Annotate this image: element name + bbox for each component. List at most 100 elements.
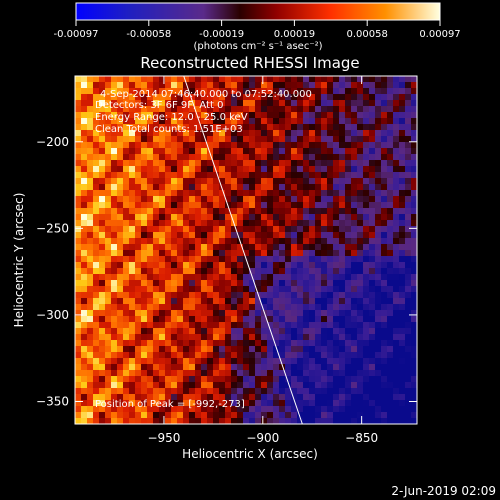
- peak-position-label: Position of Peak = [-992,-273]: [95, 399, 245, 410]
- heatmap-cell: [387, 400, 393, 406]
- heatmap-cell: [363, 274, 369, 280]
- heatmap-cell: [267, 256, 273, 262]
- heatmap-cell: [303, 196, 309, 202]
- heatmap-cell: [297, 238, 303, 244]
- heatmap-cell: [333, 178, 339, 184]
- heatmap-cell: [255, 226, 261, 232]
- heatmap-cell: [387, 94, 393, 100]
- heatmap-cell: [177, 178, 183, 184]
- heatmap-cell: [255, 208, 261, 214]
- heatmap-cell: [93, 244, 99, 250]
- heatmap-cell: [153, 406, 159, 412]
- heatmap-cell: [321, 250, 327, 256]
- heatmap-cell: [117, 160, 123, 166]
- heatmap-cell: [273, 310, 279, 316]
- heatmap-cell: [99, 94, 105, 100]
- heatmap-cell: [147, 208, 153, 214]
- heatmap-cell: [345, 262, 351, 268]
- heatmap-cell: [237, 340, 243, 346]
- heatmap-cell: [327, 112, 333, 118]
- heatmap-cell: [177, 220, 183, 226]
- heatmap-cell: [267, 142, 273, 148]
- heatmap-cell: [219, 100, 225, 106]
- heatmap-cell: [279, 382, 285, 388]
- heatmap-cell: [177, 412, 183, 418]
- heatmap-cell: [123, 256, 129, 262]
- heatmap-cell: [339, 88, 345, 94]
- heatmap-cell: [81, 160, 87, 166]
- heatmap-cell: [357, 88, 363, 94]
- heatmap-cell: [81, 184, 87, 190]
- heatmap-cell: [117, 268, 123, 274]
- heatmap-cell: [375, 280, 381, 286]
- plot-frame: [74, 75, 418, 425]
- heatmap-cell: [129, 388, 135, 394]
- heatmap-cell: [213, 94, 219, 100]
- heatmap-cell: [255, 322, 261, 328]
- heatmap-cell: [375, 232, 381, 238]
- heatmap-cell: [129, 310, 135, 316]
- heatmap-cell: [207, 100, 213, 106]
- heatmap-cell: [123, 220, 129, 226]
- heatmap-cell: [87, 172, 93, 178]
- heatmap-cell: [357, 166, 363, 172]
- heatmap-cell: [165, 256, 171, 262]
- heatmap-cell: [369, 274, 375, 280]
- heatmap-cell: [213, 208, 219, 214]
- heatmap-cell: [207, 136, 213, 142]
- heatmap-cell: [279, 88, 285, 94]
- heatmap-cell: [339, 118, 345, 124]
- heatmap-cell: [153, 172, 159, 178]
- heatmap-cell: [177, 226, 183, 232]
- heatmap-cell: [411, 94, 417, 100]
- heatmap-cell: [339, 160, 345, 166]
- heatmap-cell: [165, 82, 171, 88]
- heatmap-cell: [165, 214, 171, 220]
- heatmap-cell: [249, 118, 255, 124]
- y-tick-label: −350: [36, 394, 69, 408]
- heatmap-cell: [411, 340, 417, 346]
- heatmap-cell: [261, 250, 267, 256]
- heatmap-cell: [189, 412, 195, 418]
- heatmap-cell: [111, 388, 117, 394]
- heatmap-cell: [159, 106, 165, 112]
- heatmap-cell: [345, 286, 351, 292]
- heatmap-cell: [135, 208, 141, 214]
- heatmap-cell: [327, 292, 333, 298]
- heatmap-cell: [333, 160, 339, 166]
- heatmap-cell: [303, 382, 309, 388]
- heatmap-cell: [309, 274, 315, 280]
- heatmap-cell: [225, 190, 231, 196]
- heatmap-cell: [345, 322, 351, 328]
- heatmap-cell: [153, 262, 159, 268]
- heatmap-cell: [285, 208, 291, 214]
- heatmap-cell: [99, 256, 105, 262]
- heatmap-cell: [99, 268, 105, 274]
- heatmap-cell: [159, 238, 165, 244]
- heatmap-cell: [357, 208, 363, 214]
- heatmap-cell: [297, 196, 303, 202]
- heatmap-cell: [309, 412, 315, 418]
- heatmap-cell: [207, 418, 213, 424]
- heatmap-cell: [237, 214, 243, 220]
- heatmap-cell: [123, 76, 129, 82]
- heatmap-cell: [321, 394, 327, 400]
- heatmap-cell: [393, 184, 399, 190]
- heatmap-cell: [297, 136, 303, 142]
- heatmap-cell: [351, 382, 357, 388]
- heatmap-cell: [315, 406, 321, 412]
- heatmap-cell: [291, 238, 297, 244]
- heatmap-cell: [75, 232, 81, 238]
- heatmap-cell: [117, 214, 123, 220]
- heatmap-cell: [225, 388, 231, 394]
- heatmap-cell: [261, 232, 267, 238]
- heatmap-cell: [237, 220, 243, 226]
- heatmap-cell: [411, 268, 417, 274]
- heatmap-cell: [411, 124, 417, 130]
- heatmap-cell: [291, 124, 297, 130]
- heatmap-cell: [171, 148, 177, 154]
- heatmap-cell: [87, 352, 93, 358]
- heatmap-cell: [339, 346, 345, 352]
- heatmap-cell: [135, 286, 141, 292]
- heatmap-cell: [183, 388, 189, 394]
